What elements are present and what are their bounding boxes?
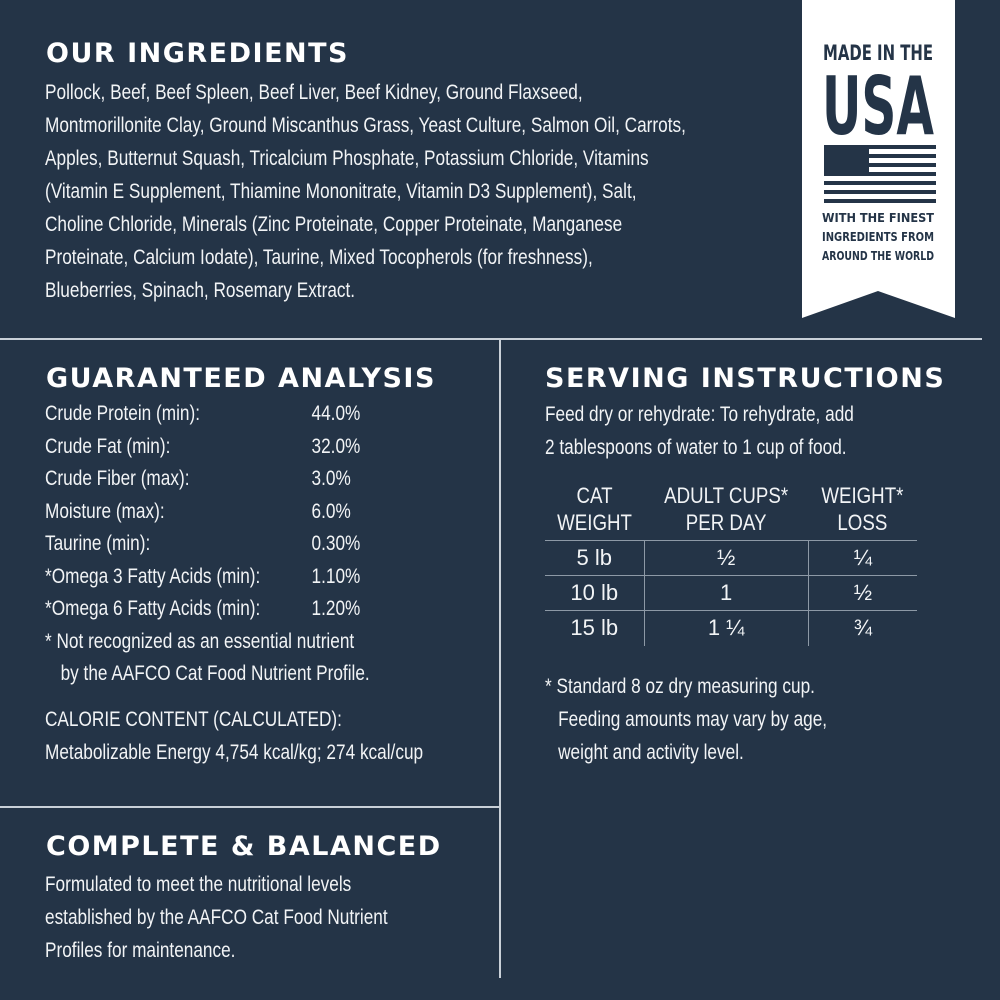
nutrient: *Omega 6 Fatty Acids (min): — [45, 597, 261, 620]
value: 1.20% — [311, 597, 361, 620]
cell: ½ — [807, 575, 917, 611]
value: 44.0% — [311, 402, 361, 425]
calorie-content: CALORIE CONTENT (CALCULATED): Metaboliza… — [45, 703, 423, 769]
cell: 5 lb — [545, 540, 645, 576]
cell: ¾ — [807, 610, 917, 646]
nutrient: Crude Protein (min): — [45, 402, 201, 425]
ingredients-line: Pollock, Beef, Beef Spleen, Beef Liver, … — [45, 81, 583, 104]
analysis-table: Crude Protein (min): 44.0% Crude Fat (min… — [45, 398, 370, 691]
value: 1.10% — [311, 564, 361, 588]
badge-line4: INGREDIENTS FROM — [822, 229, 934, 244]
complete-text: Formulated to meet the nutritional level… — [45, 868, 388, 967]
ingredients-line: Blueberries, Spinach, Rosemary Extract. — [45, 279, 356, 302]
cell: 1 — [643, 575, 809, 611]
ingredients-line: Montmorillonite Clay, Ground Miscanthus … — [45, 114, 686, 137]
value: 3.0% — [311, 467, 351, 490]
ingredients-list: Pollock, Beef, Beef Spleen, Beef Liver, … — [45, 76, 686, 307]
serving-line: 2 tablespoons of water to 1 cup of food. — [545, 436, 847, 459]
cell: 15 lb — [545, 610, 645, 646]
nutrient: Crude Fat (min): — [45, 434, 171, 458]
divider — [0, 338, 982, 340]
analysis-note: by the AAFCO Cat Food Nutrient Profile. — [60, 662, 370, 685]
cell: 1 ¼ — [643, 610, 809, 646]
badge-line3: WITH THE FINEST — [822, 210, 934, 225]
divider — [0, 806, 500, 808]
calorie-value: Metabolizable Energy 4,754 kcal/kg; 274 … — [45, 741, 424, 764]
serving-notes: * Standard 8 oz dry measuring cup. Feedi… — [545, 670, 827, 769]
divider — [499, 338, 501, 978]
col-header: WEIGHT* LOSS — [821, 483, 904, 535]
analysis-row: Taurine (min): 0.30% — [45, 528, 370, 561]
analysis-row: Crude Fat (min): 32.0% — [45, 431, 370, 464]
table-row: 10 lb 1 ½ — [545, 575, 917, 611]
nutrient: *Omega 3 Fatty Acids (min): — [45, 564, 261, 588]
analysis-title: GUARANTEED ANALYSIS — [46, 363, 436, 394]
complete-line: Formulated to meet the nutritional level… — [45, 873, 352, 896]
col-header: CAT WEIGHT — [557, 483, 632, 535]
cell: 10 lb — [545, 575, 645, 611]
serving-note: Feeding amounts may vary by age, — [558, 708, 828, 731]
serving-title: SERVING INSTRUCTIONS — [545, 363, 946, 394]
complete-line: established by the AAFCO Cat Food Nutrie… — [45, 906, 388, 929]
serving-note: * Standard 8 oz dry measuring cup. — [545, 675, 815, 698]
complete-title: COMPLETE & BALANCED — [46, 831, 442, 862]
serving-line: Feed dry or rehydrate: To rehydrate, add — [545, 403, 854, 426]
nutrient: Crude Fiber (max): — [45, 467, 190, 490]
us-flag-icon — [824, 145, 936, 203]
ingredients-line: Proteinate, Calcium Iodate), Taurine, Mi… — [45, 246, 593, 269]
analysis-note: * Not recognized as an essential nutrien… — [45, 629, 355, 653]
table-row: 5 lb ½ ¼ — [545, 540, 917, 576]
ingredients-line: Apples, Butternut Squash, Tricalcium Pho… — [45, 147, 649, 170]
analysis-row: Crude Fiber (max): 3.0% — [45, 463, 370, 496]
analysis-row: Moisture (max): 6.0% — [45, 496, 370, 529]
made-in-usa-badge: MADE IN THE USA WITH THE FINEST INGREDIE… — [802, 0, 955, 318]
cell: ½ — [643, 540, 809, 576]
badge-line5: AROUND THE WORLD — [822, 248, 934, 263]
value: 32.0% — [311, 434, 361, 458]
ingredients-line: Choline Chloride, Minerals (Zinc Protein… — [45, 213, 623, 236]
analysis-row: *Omega 6 Fatty Acids (min): 1.20% — [45, 593, 370, 626]
analysis-row: Crude Protein (min): 44.0% — [45, 398, 370, 431]
nutrient: Moisture (max): — [45, 499, 165, 523]
nutrient: Taurine (min): — [45, 532, 151, 555]
complete-line: Profiles for maintenance. — [45, 939, 236, 962]
calorie-title: CALORIE CONTENT (CALCULATED): — [45, 708, 342, 731]
badge-line1: MADE IN THE — [823, 41, 933, 65]
badge-usa: USA — [822, 60, 934, 153]
value: 6.0% — [311, 499, 351, 523]
value: 0.30% — [311, 532, 361, 555]
serving-note: weight and activity level. — [558, 741, 744, 764]
ingredients-title: OUR INGREDIENTS — [46, 38, 349, 69]
serving-table: CAT WEIGHT ADULT CUPS* PER DAY WEIGHT* LOSS… — [545, 482, 917, 646]
serving-text: Feed dry or rehydrate: To rehydrate, add… — [545, 398, 854, 464]
analysis-row: *Omega 3 Fatty Acids (min): 1.10% — [45, 561, 370, 594]
cell: ¼ — [807, 540, 917, 576]
ingredients-line: (Vitamin E Supplement, Thiamine Mononitr… — [45, 180, 637, 203]
col-header: ADULT CUPS* PER DAY — [664, 483, 789, 535]
